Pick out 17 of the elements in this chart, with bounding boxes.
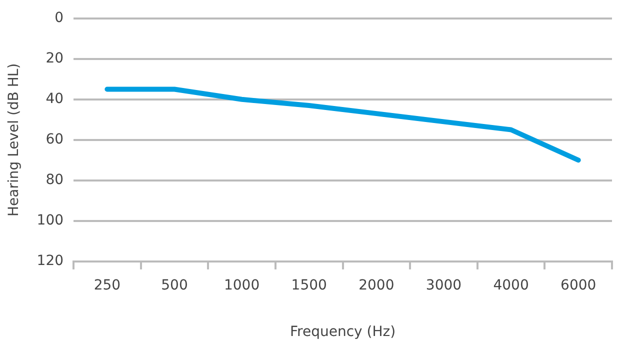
y-axis-title: Hearing Level (dB HL): [6, 63, 22, 216]
x-tick-label: 6000: [560, 277, 596, 294]
y-tick-label: 40: [46, 91, 64, 108]
x-tick-label: 1500: [291, 277, 327, 294]
y-tick-label: 60: [46, 132, 64, 148]
x-tick-label: 500: [161, 277, 188, 294]
y-tick-label: 20: [46, 50, 64, 67]
y-tick-label: 120: [36, 253, 64, 270]
x-tick-label: 1000: [224, 277, 260, 294]
x-tick-label: 4000: [493, 277, 529, 294]
x-axis-title: Frequency (Hz): [290, 324, 396, 340]
x-tick-label: 3000: [426, 277, 462, 294]
x-tick-label: 250: [94, 277, 121, 294]
x-tick-label: 2000: [358, 277, 394, 294]
y-tick-label: 80: [46, 172, 64, 188]
y-tick-label: 0: [54, 10, 64, 26]
y-tick-label: 100: [36, 212, 64, 229]
